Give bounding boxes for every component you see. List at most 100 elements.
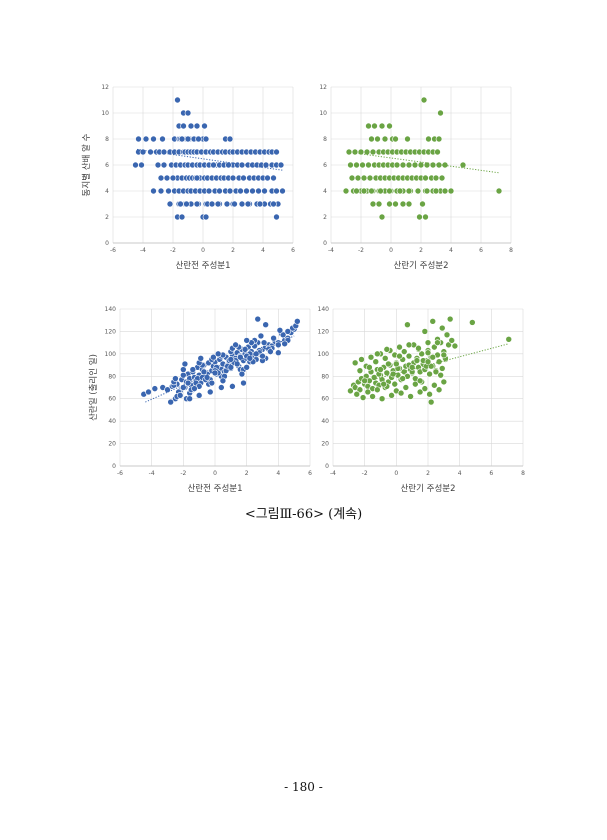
data-point <box>197 355 205 362</box>
data-point <box>193 122 201 130</box>
data-point <box>216 187 223 195</box>
x-tick-label: 4 <box>261 247 265 254</box>
data-point <box>431 381 438 389</box>
data-point <box>195 135 202 143</box>
data-point <box>370 374 378 381</box>
data-point <box>416 213 423 221</box>
data-point <box>374 135 381 143</box>
data-point <box>226 135 234 143</box>
data-point <box>440 378 448 386</box>
data-point <box>157 187 165 195</box>
data-point <box>432 187 440 195</box>
data-point <box>150 187 157 195</box>
data-point <box>416 377 424 385</box>
data-point <box>438 365 446 372</box>
data-point <box>429 353 437 361</box>
data-point <box>151 385 159 392</box>
data-point <box>356 367 364 374</box>
data-point <box>421 328 429 335</box>
data-point <box>378 122 386 130</box>
data-point <box>279 331 287 339</box>
data-point <box>427 398 435 406</box>
data-point <box>408 364 416 371</box>
data-point <box>353 390 361 398</box>
data-point <box>243 187 250 195</box>
data-point <box>412 380 419 388</box>
y-tick-label: 120 <box>318 328 330 335</box>
y-tick-label: 2 <box>105 214 109 221</box>
data-point <box>399 200 407 208</box>
data-point <box>284 328 292 335</box>
data-point <box>205 187 213 195</box>
data-point <box>264 174 271 182</box>
x-tick-label: 4 <box>276 470 280 477</box>
data-point <box>163 174 171 182</box>
data-point <box>358 356 365 363</box>
x-axis-label: 산란기 주성분2 <box>393 260 448 271</box>
data-point <box>160 161 168 169</box>
data-point <box>276 327 284 334</box>
data-point <box>381 135 389 143</box>
data-point <box>411 161 419 169</box>
data-point <box>371 122 378 130</box>
y-tick-label: 2 <box>323 214 327 221</box>
data-point <box>249 187 256 195</box>
data-point <box>169 174 177 182</box>
data-point <box>348 174 356 182</box>
y-tick-label: 12 <box>101 84 109 91</box>
data-point <box>257 332 265 340</box>
x-tick-label: 0 <box>389 247 393 254</box>
data-point <box>294 318 301 325</box>
data-point <box>189 366 197 373</box>
data-point <box>351 148 359 156</box>
data-point <box>424 349 432 357</box>
data-point <box>238 370 246 378</box>
y-tick-label: 40 <box>321 418 329 425</box>
data-point <box>166 200 174 208</box>
data-point <box>359 394 367 401</box>
data-point <box>227 356 235 363</box>
data-point <box>427 362 435 370</box>
y-tick-label: 12 <box>319 84 327 91</box>
data-point <box>178 135 186 143</box>
x-tick-label: -2 <box>180 470 186 477</box>
x-tick-label: -2 <box>362 470 368 477</box>
data-point <box>369 393 376 400</box>
y-tick-label: 140 <box>318 306 330 313</box>
data-point <box>172 375 179 382</box>
data-point <box>404 321 411 329</box>
data-point <box>275 349 282 357</box>
data-point <box>396 187 404 195</box>
data-point <box>431 343 438 351</box>
data-point <box>368 135 375 143</box>
data-point <box>354 174 362 182</box>
data-point <box>195 392 203 399</box>
data-point <box>445 341 452 349</box>
data-point <box>225 161 232 169</box>
data-point <box>231 200 238 208</box>
data-point <box>180 122 187 130</box>
data-point <box>396 352 403 360</box>
data-point <box>426 390 433 398</box>
data-point <box>369 148 377 156</box>
data-point <box>386 122 393 130</box>
y-tick-label: 10 <box>101 110 109 117</box>
data-point <box>200 368 208 376</box>
data-point <box>397 389 405 397</box>
data-point <box>393 161 401 169</box>
x-tick-label: -4 <box>149 470 155 477</box>
data-point <box>441 187 449 195</box>
data-point <box>150 135 157 143</box>
data-point <box>367 353 375 361</box>
data-point <box>377 366 384 373</box>
data-point <box>469 319 476 326</box>
data-point <box>383 346 391 353</box>
data-point <box>422 213 429 221</box>
data-point <box>438 324 446 332</box>
data-point <box>270 334 277 342</box>
x-tick-label: -6 <box>110 247 116 254</box>
chart-4: 0 20 40 60 80 100 120 140 -4 -2 0 2 4 6 8 산란기 주성분2 <box>318 306 526 494</box>
data-point <box>277 161 285 169</box>
data-point <box>267 348 274 355</box>
data-point <box>181 360 189 368</box>
